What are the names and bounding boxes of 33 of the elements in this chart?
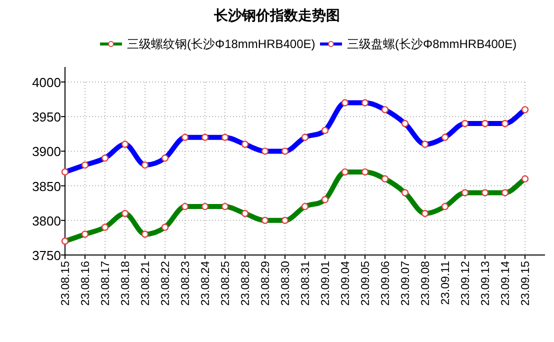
x-tick-label: 23.08.16 — [80, 261, 92, 306]
x-tick-label: 23.08.24 — [200, 260, 212, 306]
y-tick-label: 3800 — [32, 213, 61, 228]
x-tick-label: 23.08.25 — [220, 261, 232, 306]
x-tick-label: 23.08.29 — [260, 261, 272, 306]
x-tick-label: 23.08.22 — [160, 261, 172, 306]
x-tick-label: 23.08.28 — [240, 261, 252, 306]
x-tick-label: 23.08.31 — [300, 261, 312, 306]
x-tick-label: 23.09.05 — [360, 261, 372, 306]
x-tick-label: 23.08.21 — [140, 261, 152, 306]
x-tick-label: 23.09.15 — [520, 261, 532, 306]
y-tick-label: 3850 — [32, 178, 61, 194]
x-tick-label: 23.08.15 — [60, 261, 72, 306]
x-tick-label: 23.08.30 — [280, 261, 292, 306]
x-tick-label: 23.09.13 — [480, 261, 492, 306]
y-tick-label: 3950 — [32, 110, 61, 125]
chart-title: 长沙钢价指数走势图 — [213, 7, 340, 23]
x-tick-label: 23.09.01 — [320, 261, 332, 306]
legend-label: 三级螺纹钢(长沙Φ18mmHRB400E) — [127, 37, 316, 51]
x-tick-label: 23.08.23 — [180, 261, 192, 306]
x-tick-label: 23.09.14 — [500, 260, 512, 306]
x-tick-label: 23.08.17 — [100, 261, 112, 306]
x-tick-label: 23.09.08 — [420, 261, 432, 306]
y-tick-label: 3900 — [32, 144, 61, 160]
x-tick-label: 23.08.18 — [120, 261, 132, 306]
y-tick-label: 4000 — [32, 75, 61, 90]
x-tick-label: 23.09.12 — [460, 261, 472, 306]
legend-label: 三级盘螺(长沙Φ8mmHRB400E) — [347, 37, 517, 51]
y-tick-label: 3750 — [32, 248, 61, 263]
x-tick-label: 23.09.07 — [400, 261, 412, 306]
x-tick-label: 23.09.06 — [380, 261, 392, 306]
x-tick-label: 23.09.11 — [440, 261, 452, 305]
x-tick-label: 23.09.04 — [340, 260, 352, 306]
